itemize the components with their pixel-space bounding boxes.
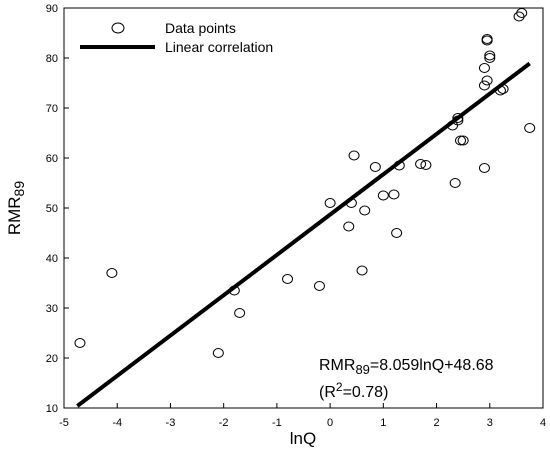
equation-sub: 89 xyxy=(355,362,369,377)
svg-text:RMR89: RMR89 xyxy=(5,181,27,236)
x-tick-label: -3 xyxy=(166,417,176,429)
data-point xyxy=(345,198,357,208)
data-points-layer xyxy=(74,8,536,358)
legend: Data points Linear correlation xyxy=(80,20,273,55)
data-point xyxy=(369,162,381,172)
x-tick-label: -5 xyxy=(59,417,69,429)
data-point xyxy=(393,160,405,171)
y-tick-label: 20 xyxy=(46,353,58,365)
data-point xyxy=(455,135,467,146)
data-point xyxy=(212,348,224,358)
y-tick-label: 50 xyxy=(46,203,58,215)
data-point xyxy=(343,221,355,232)
y-tick-label: 60 xyxy=(46,153,58,165)
x-axis-ticks: -5 -4 -3 -2 -1 0 1 2 3 4 xyxy=(59,403,546,429)
data-point xyxy=(324,198,336,208)
plot-frame xyxy=(63,7,544,409)
r-squared-annotation: (R2=0.78) xyxy=(319,380,388,401)
y-tick-label: 40 xyxy=(46,253,58,265)
data-point xyxy=(484,53,496,63)
data-point xyxy=(452,113,464,123)
data-point xyxy=(388,189,400,200)
legend-points-label: Data points xyxy=(165,20,236,36)
x-tick-label: 2 xyxy=(433,417,439,429)
data-point xyxy=(497,84,509,94)
x-tick-label: 0 xyxy=(327,417,333,429)
x-axis-label: lnQ xyxy=(290,429,316,448)
data-point xyxy=(478,163,490,173)
data-point xyxy=(356,265,368,276)
y-axis-label-sub: 89 xyxy=(11,181,27,197)
data-point xyxy=(481,35,493,46)
x-tick-label: 4 xyxy=(540,417,546,429)
data-point xyxy=(377,190,389,201)
x-tick-label: 1 xyxy=(380,417,386,429)
x-tick-label: 3 xyxy=(487,417,493,429)
legend-point-marker xyxy=(111,22,125,34)
data-point xyxy=(420,160,432,170)
data-point xyxy=(415,159,427,169)
data-point xyxy=(449,178,461,188)
x-tick-label: -1 xyxy=(272,417,282,429)
x-tick-label: -4 xyxy=(112,417,122,429)
equation-prefix: RMR xyxy=(319,357,355,374)
data-point xyxy=(359,205,371,216)
data-point xyxy=(478,80,490,91)
data-point xyxy=(457,135,469,146)
r2-open: (R xyxy=(319,384,336,401)
y-tick-label: 90 xyxy=(46,3,58,15)
data-point xyxy=(234,308,246,318)
equation-annotation: RMR89=8.059lnQ+48.68 xyxy=(319,357,494,377)
data-point xyxy=(516,8,528,18)
data-point xyxy=(282,274,294,284)
r2-close: =0.78) xyxy=(343,384,389,401)
data-point xyxy=(478,63,490,73)
y-tick-label: 70 xyxy=(46,103,58,115)
data-point xyxy=(494,85,506,96)
data-point xyxy=(484,50,496,61)
data-point xyxy=(74,338,86,348)
y-tick-label: 10 xyxy=(46,403,58,415)
data-point xyxy=(106,268,118,278)
data-point xyxy=(391,228,403,238)
y-axis-label-main: RMR xyxy=(5,196,24,235)
data-point xyxy=(452,115,464,126)
y-axis-label: RMR89 xyxy=(5,181,27,236)
y-tick-label: 80 xyxy=(46,53,58,65)
data-point xyxy=(481,75,493,86)
data-point xyxy=(313,281,325,291)
data-point xyxy=(228,285,240,296)
legend-line-label: Linear correlation xyxy=(165,39,273,55)
equation-rest: =8.059lnQ+48.68 xyxy=(370,357,494,374)
r2-sup: 2 xyxy=(336,380,343,394)
y-axis-ticks: 10 20 30 40 50 60 70 80 90 xyxy=(46,3,69,415)
data-point xyxy=(348,150,360,161)
data-point xyxy=(524,123,536,133)
x-tick-label: -2 xyxy=(219,417,229,429)
y-tick-label: 30 xyxy=(46,303,58,315)
